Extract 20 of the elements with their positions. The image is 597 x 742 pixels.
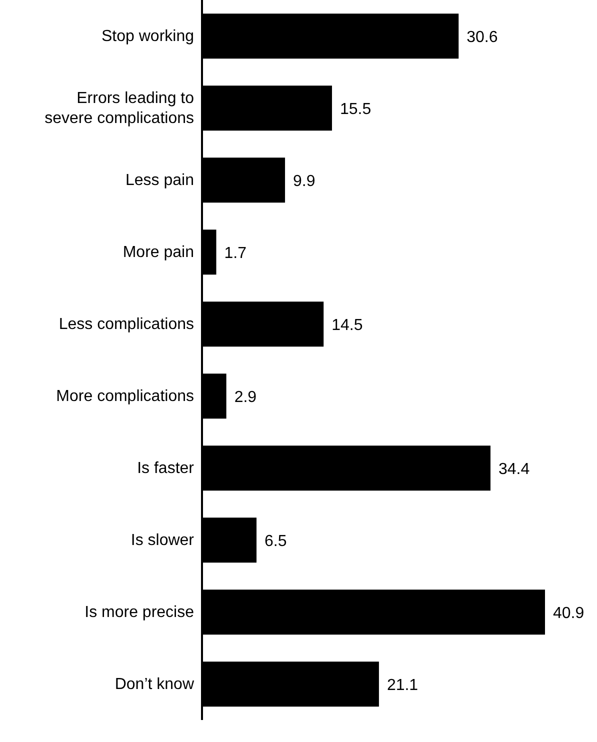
data-label: 30.6 <box>466 28 498 46</box>
y-tick-label: Stop working <box>102 28 194 44</box>
y-tick-label: Don’t know <box>114 676 194 692</box>
y-tick-label: Errors leading to severe complications <box>44 90 194 126</box>
data-label: 15.5 <box>340 100 372 118</box>
y-tick-label: Less pain <box>126 172 194 188</box>
y-tick-label: Is more precise <box>84 604 194 620</box>
y-tick-label: More pain <box>122 244 194 260</box>
data-label: 6.5 <box>264 532 287 550</box>
y-tick-label: Less complications <box>58 316 194 332</box>
data-label: 9.9 <box>293 172 316 190</box>
data-label: 14.5 <box>332 316 363 334</box>
data-label: 34.4 <box>498 460 530 478</box>
data-label: 1.7 <box>224 244 247 262</box>
data-label: 40.9 <box>553 604 584 622</box>
data-label: 2.9 <box>234 388 257 406</box>
data-label: 21.1 <box>386 676 418 694</box>
y-tick-label: Is slower <box>130 532 195 548</box>
y-tick-label: Is faster <box>137 460 195 476</box>
y-tick-label: More complications <box>56 388 194 404</box>
